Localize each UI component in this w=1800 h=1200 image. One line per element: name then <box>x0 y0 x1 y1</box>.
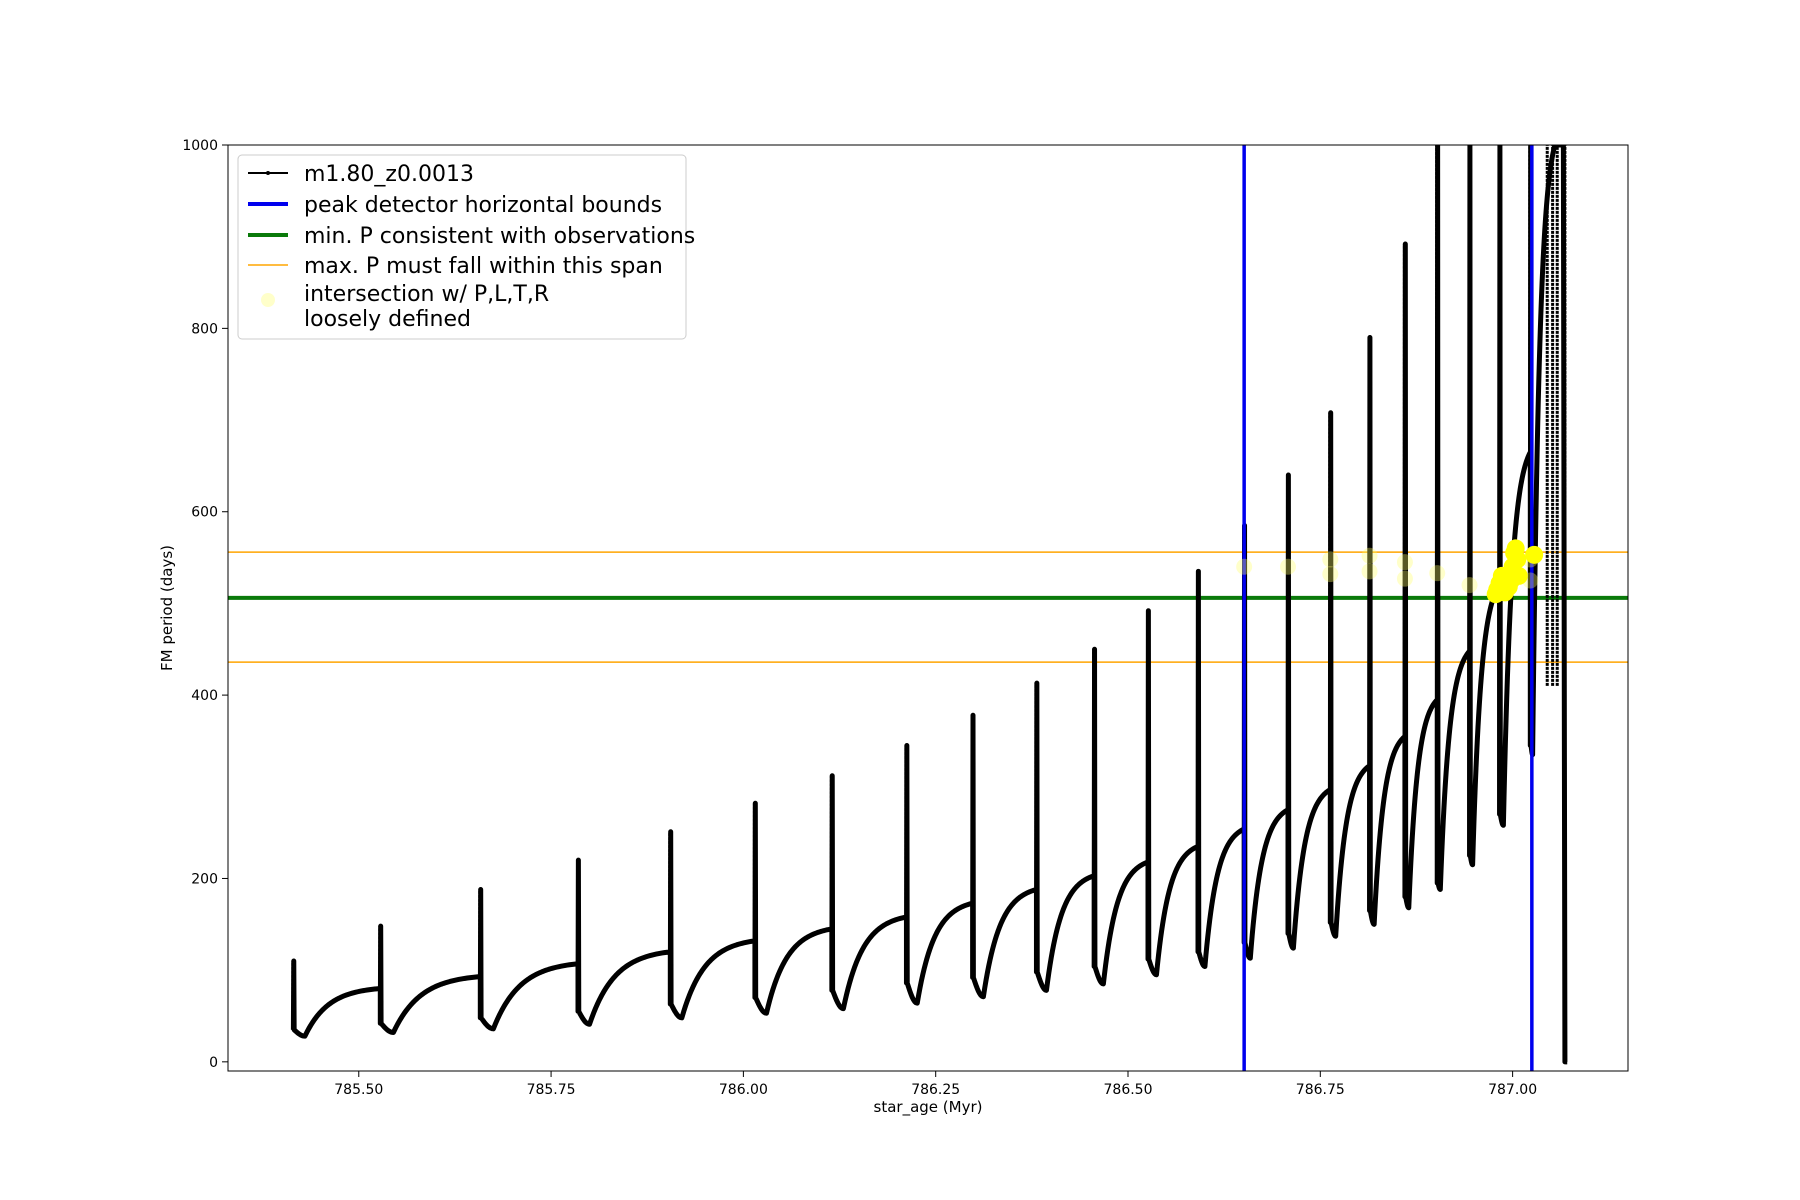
series-intersections <box>1236 539 1544 604</box>
series-line <box>290 145 1568 1065</box>
x-tick-label: 787.00 <box>1488 1082 1537 1098</box>
horizontal-reference-lines <box>228 551 1628 663</box>
legend-label: peak detector horizontal bounds <box>304 193 662 218</box>
intersection-point-loose <box>1396 570 1413 587</box>
legend-label-line2: loosely defined <box>304 307 471 332</box>
plot-frame <box>227 144 1629 1072</box>
legend-label: intersection w/ P,L,T,R <box>304 282 549 307</box>
x-tick-label: 786.25 <box>911 1082 960 1098</box>
y-axis-ticks: 0 200 400 600 800 1000 <box>182 138 228 1071</box>
y-tick-label: 1000 <box>182 138 218 154</box>
intersection-point <box>1509 566 1528 585</box>
plot-area <box>228 145 1628 1071</box>
intersection-point-loose <box>1361 563 1378 580</box>
y-tick-label: 0 <box>209 1055 218 1071</box>
x-tick-label: 785.75 <box>527 1082 576 1098</box>
intersection-point-loose <box>1461 577 1478 594</box>
y-axis-label: FM period (days) <box>158 545 176 671</box>
intersection-point <box>1525 545 1544 564</box>
legend-label: m1.80_z0.0013 <box>304 162 474 187</box>
y-tick-label: 600 <box>191 505 218 521</box>
y-tick-label: 800 <box>191 321 218 337</box>
x-axis-label: star_age (Myr) <box>874 1098 983 1117</box>
intersection-point-loose <box>1280 558 1296 575</box>
intersection-point-loose <box>1322 566 1339 583</box>
intersection-point-loose <box>1429 565 1446 582</box>
x-tick-label: 786.00 <box>719 1082 768 1098</box>
intersection-point-loose <box>1322 551 1339 568</box>
intersection-point-loose <box>1236 558 1253 575</box>
vertical-bound-lines <box>1242 145 1534 1071</box>
legend-box <box>237 154 687 340</box>
legend-swatch <box>261 293 275 307</box>
intersection-point-loose <box>1396 554 1413 571</box>
x-tick-label: 786.75 <box>1296 1082 1345 1098</box>
x-tick-label: 786.50 <box>1104 1082 1153 1098</box>
legend-label: max. P must fall within this span <box>304 254 663 279</box>
y-tick-label: 200 <box>191 871 218 887</box>
intersection-point-loose <box>1361 547 1378 564</box>
intersection-point <box>1508 550 1527 569</box>
legend-label: min. P consistent with observations <box>304 224 695 249</box>
y-tick-label: 400 <box>191 688 218 704</box>
legend-swatch-marker <box>266 171 270 175</box>
x-axis-ticks: 785.50 785.75 786.00 786.25 786.50 786.75 787.… <box>334 1071 1537 1098</box>
x-tick-label: 785.50 <box>334 1082 383 1098</box>
